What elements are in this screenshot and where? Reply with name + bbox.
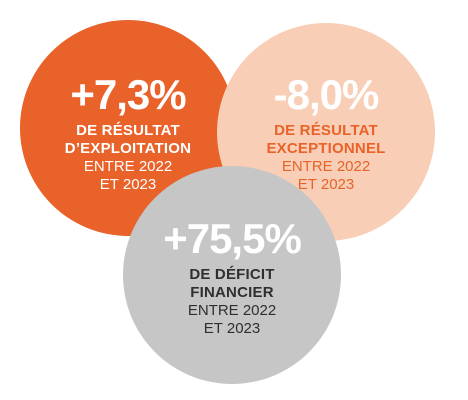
stat-period-line: ENTRE 2022 [83, 158, 173, 175]
stat-label-line: DE RÉSULTAT [274, 122, 378, 139]
stat-value: -8,0% [273, 71, 380, 118]
stat-period-line: ENTRE 2022 [187, 302, 277, 319]
stat-period-line: ET 2023 [203, 320, 261, 337]
stat-period-line: ENTRE 2022 [281, 158, 371, 175]
operating-result-stat: +7,3% DE RÉSULTAT D’EXPLOITATION ENTRE 2… [38, 74, 218, 194]
stat-period-line: ET 2023 [297, 176, 355, 193]
stat-label-line: DE RÉSULTAT [76, 122, 180, 139]
exceptional-result-stat: -8,0% DE RÉSULTAT EXCEPTIONNEL ENTRE 202… [236, 74, 416, 194]
stat-value: +7,3% [70, 71, 186, 118]
stat-label-line: DE DÉFICIT [189, 266, 275, 283]
stat-value: +75,5% [163, 215, 302, 262]
stat-period-line: ET 2023 [99, 176, 157, 193]
stat-label-line: D’EXPLOITATION [64, 140, 192, 157]
financial-deficit-circle [123, 166, 341, 384]
stat-label-line: FINANCIER [190, 284, 274, 301]
stat-label-line: EXCEPTIONNEL [266, 140, 386, 157]
financial-deficit-stat: +75,5% DE DÉFICIT FINANCIER ENTRE 2022 E… [136, 218, 328, 338]
